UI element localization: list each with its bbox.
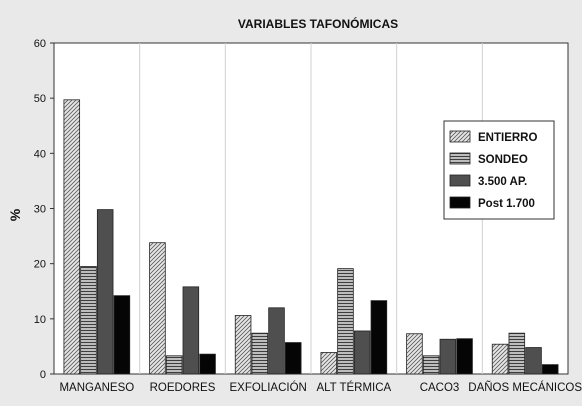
y-tick-label: 40 <box>34 148 46 160</box>
y-tick-label: 10 <box>34 314 46 326</box>
bar <box>320 352 338 375</box>
y-tick-label: 60 <box>34 38 46 50</box>
x-tick-label: DAÑOS MECÁNICOS <box>468 381 582 394</box>
bar <box>251 332 269 375</box>
y-axis-label: % <box>7 208 23 221</box>
y-axis: 0 10 20 30 40 50 60 <box>34 38 54 381</box>
bar <box>165 355 183 375</box>
bar <box>439 338 457 375</box>
bar <box>406 333 423 375</box>
x-tick-label: CACO3 <box>420 382 460 394</box>
y-tick-label: 20 <box>34 259 46 271</box>
bar <box>149 242 166 375</box>
legend-label: SONDEO <box>478 154 528 166</box>
bar <box>370 300 388 375</box>
bar <box>525 347 542 375</box>
bar <box>268 307 285 375</box>
legend-swatch <box>449 174 471 187</box>
legend-swatch <box>449 196 471 209</box>
bar <box>456 338 473 375</box>
bar <box>113 295 131 375</box>
chart-title: VARIABLES TAFONÓMICAS <box>238 16 398 31</box>
legend-swatch <box>449 152 471 165</box>
y-tick-label: 0 <box>40 369 46 381</box>
bar <box>491 343 509 375</box>
y-tick-label: 50 <box>34 93 46 105</box>
x-axis: MANGANESO ROEDORES EXFOLIACIÓN ALT TÉRMICA C… <box>59 381 582 394</box>
bar <box>284 342 302 375</box>
legend-label: 3.500 AP. <box>478 176 527 188</box>
bars <box>63 99 559 375</box>
bar <box>63 99 81 375</box>
legend-swatch <box>449 130 471 143</box>
bar <box>508 332 526 375</box>
x-tick-label: MANGANESO <box>59 382 134 394</box>
legend-label: ENTIERRO <box>478 132 537 144</box>
bar <box>182 286 200 375</box>
bar <box>234 315 252 375</box>
legend-label: Post 1.700 <box>478 198 535 210</box>
x-tick-label: EXFOLIACIÓN <box>230 381 307 394</box>
bar <box>541 364 559 375</box>
x-tick-label: ALT TÉRMICA <box>316 381 391 394</box>
bar <box>353 330 371 375</box>
bar <box>80 266 97 375</box>
bar <box>422 355 440 375</box>
y-tick-label: 30 <box>34 204 46 216</box>
bar <box>96 209 114 375</box>
x-tick-label: ROEDORES <box>150 382 216 394</box>
bar <box>337 268 354 375</box>
legend: ENTIERRO SONDEO 3.500 AP. Post 1.700 <box>443 120 555 220</box>
bar <box>199 353 216 375</box>
